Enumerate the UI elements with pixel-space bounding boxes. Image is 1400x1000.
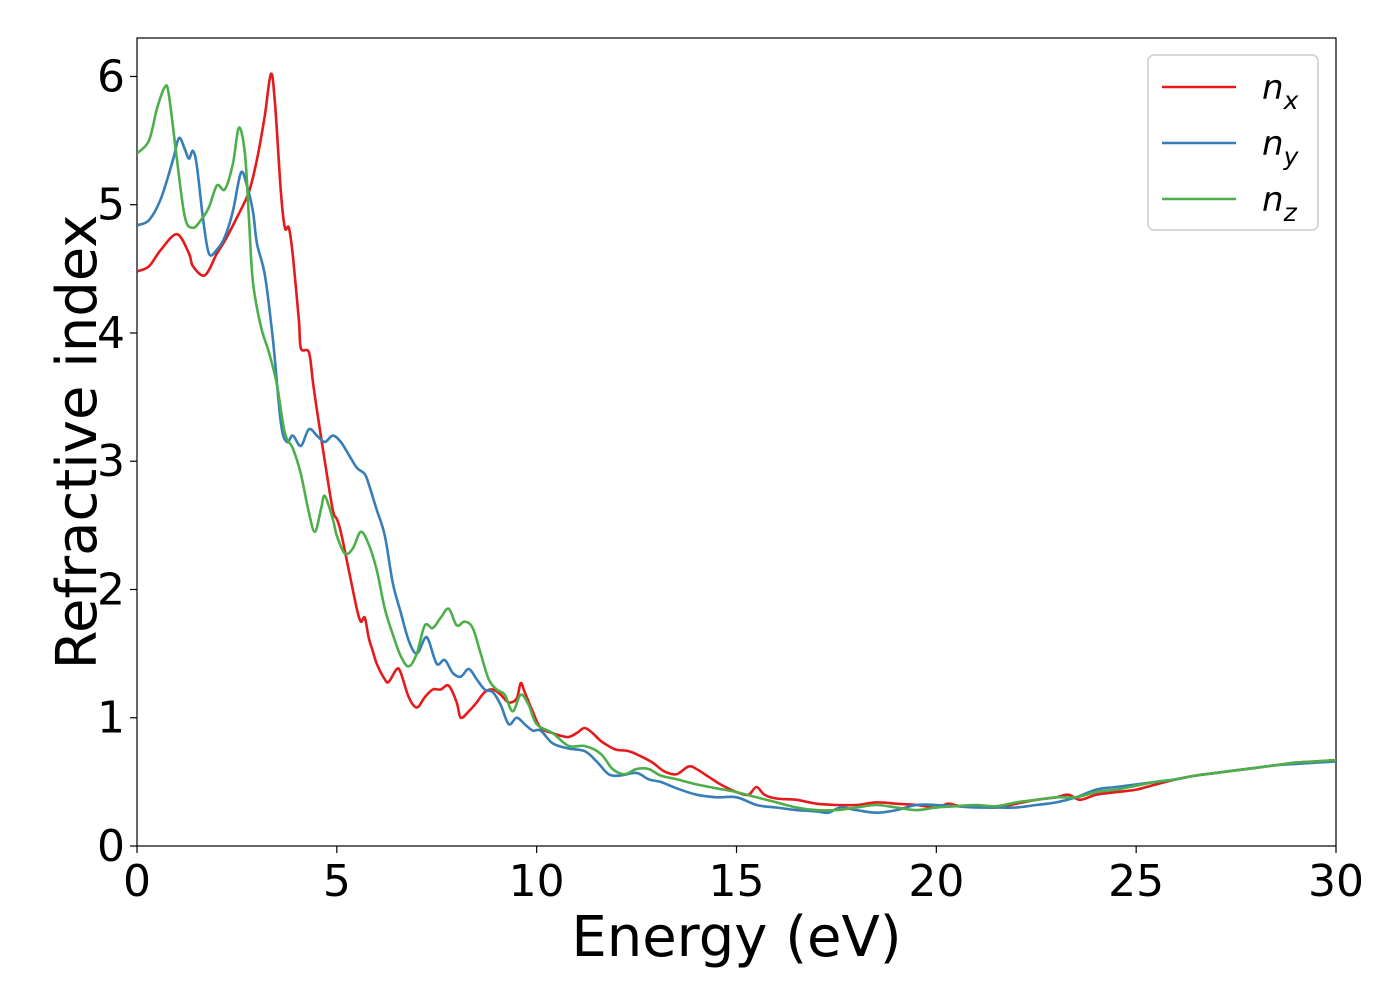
y-tick-label: 2 — [97, 564, 125, 615]
legend-label-subscript: z — [1283, 198, 1298, 227]
legend-label-subscript: y — [1283, 142, 1300, 171]
x-axis-title: Energy (eV) — [571, 905, 901, 970]
x-tick-label: 15 — [709, 856, 765, 907]
legend-label-base: n — [1262, 180, 1284, 220]
series-line-ny — [137, 136, 1336, 815]
x-tick-label: 0 — [123, 856, 151, 907]
y-tick-label: 3 — [97, 436, 125, 487]
y-tick-label: 4 — [97, 308, 125, 359]
x-tick-label: 25 — [1108, 856, 1164, 907]
y-tick-label: 6 — [97, 51, 125, 102]
legend-label-subscript: x — [1283, 86, 1299, 115]
x-tick-label: 10 — [509, 856, 565, 907]
x-tick-label: 20 — [908, 856, 964, 907]
series-line-nz — [137, 84, 1336, 812]
series-layer — [137, 72, 1336, 815]
y-tick-label: 1 — [97, 693, 125, 744]
y-axis-title: Refractive index — [45, 215, 110, 670]
y-tick-label: 5 — [97, 180, 125, 231]
legend-label-nx: nx — [1262, 68, 1299, 115]
x-axis-ticks: 0 5 10 15 20 25 30 — [123, 846, 1364, 907]
y-axis-ticks: 0 1 2 3 4 5 6 — [97, 51, 137, 872]
x-tick-label: 30 — [1308, 856, 1364, 907]
y-tick-label: 0 — [97, 821, 125, 872]
legend-label-base: n — [1262, 124, 1284, 164]
legend-label-base: n — [1262, 68, 1284, 108]
legend-label-ny: ny — [1262, 124, 1300, 171]
legend-label-nz: nz — [1262, 180, 1298, 227]
x-tick-label: 5 — [323, 856, 351, 907]
